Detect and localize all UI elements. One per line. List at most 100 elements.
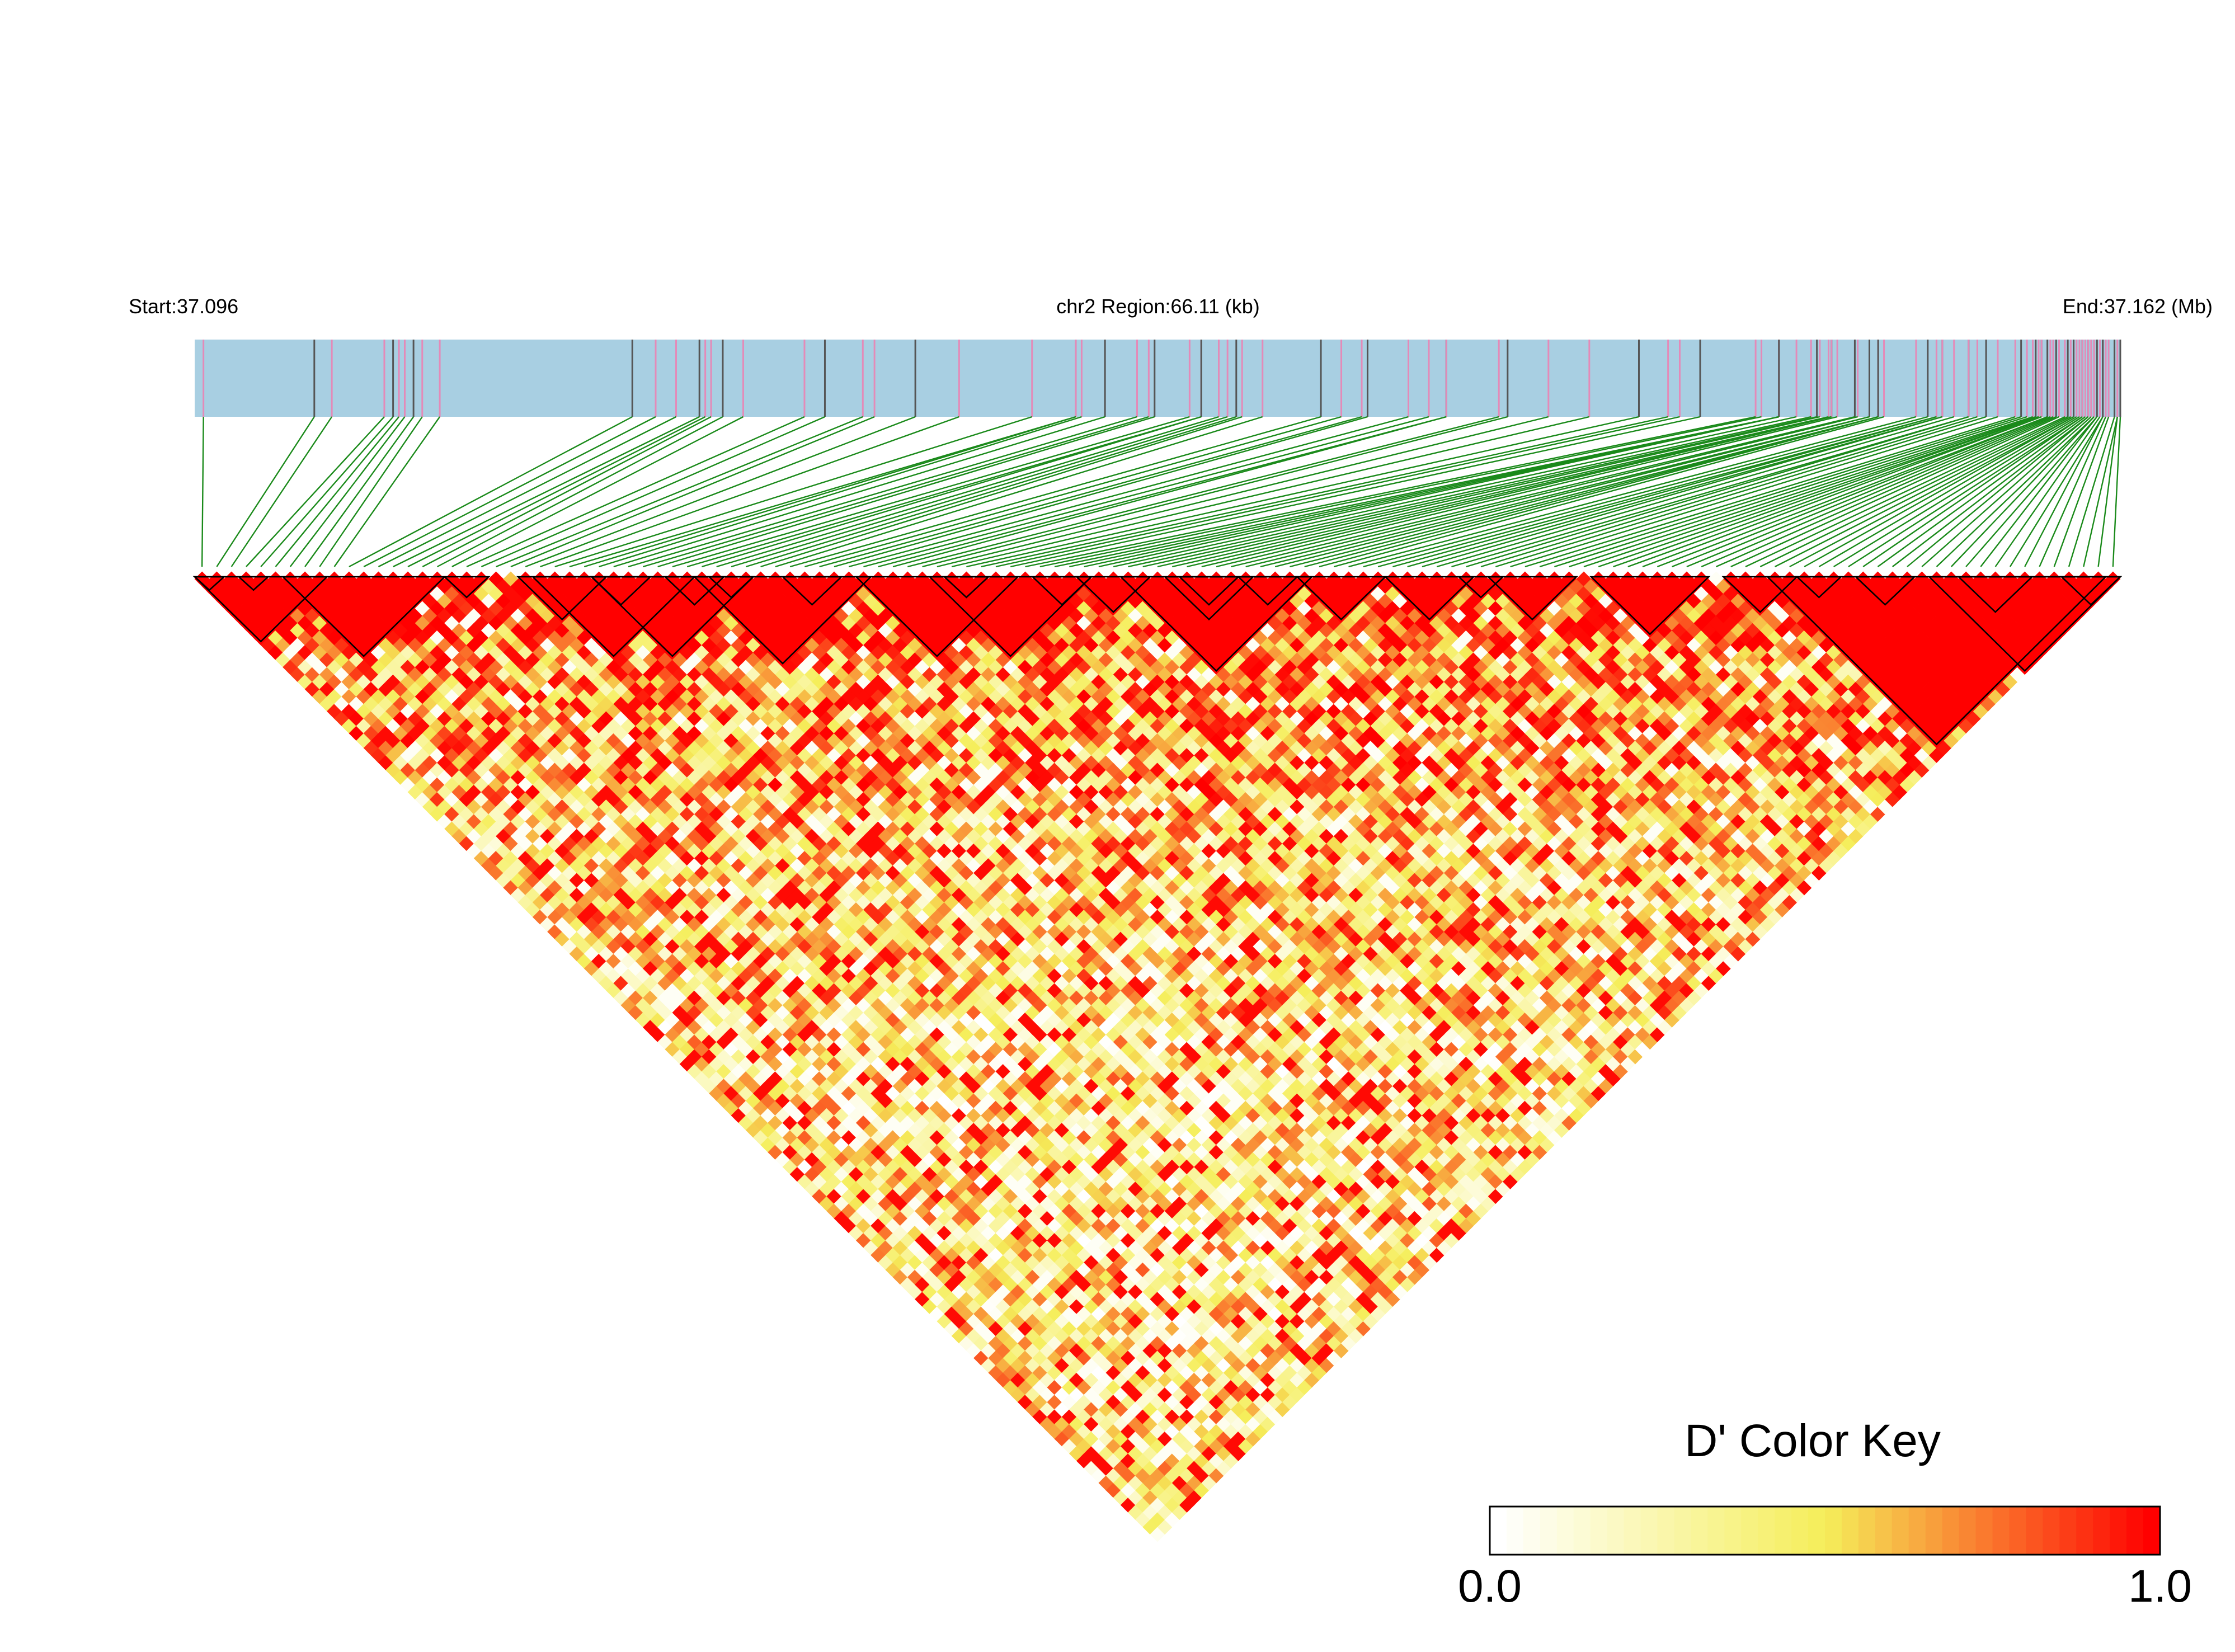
- snp-connector: [2053, 416, 2110, 567]
- snp-connector: [1480, 416, 1978, 568]
- region-label: chr2 Region:66.11 (kb): [1056, 295, 1260, 318]
- snp-connector: [981, 416, 1668, 568]
- snp-connector: [584, 416, 1076, 568]
- snp-connector: [702, 416, 1202, 568]
- snp-connector: [304, 416, 415, 567]
- snp-connector: [2083, 416, 2118, 567]
- snp-connector: [1201, 416, 1832, 568]
- snp-connector: [2009, 416, 2104, 567]
- snp-connector: [922, 416, 1508, 568]
- snp-connector: [863, 416, 1429, 568]
- snp-connector: [745, 416, 1237, 568]
- snp-connector: [1759, 416, 2068, 568]
- snp-connector: [716, 416, 1219, 568]
- snp-ticks: [203, 340, 2121, 417]
- snp-connector: [1994, 416, 2101, 567]
- snp-connector: [2024, 416, 2104, 567]
- snp-connector: [496, 416, 863, 568]
- snp-connector: [789, 416, 1321, 568]
- snp-connector: [422, 416, 712, 568]
- snp-connector: [1274, 416, 1870, 568]
- snp-connector: [1657, 416, 2048, 568]
- snp-connector: [1686, 416, 2051, 568]
- snp-connector: [1436, 416, 1955, 568]
- snp-connector: [686, 416, 1202, 568]
- snp-connector: [1833, 416, 2080, 568]
- snp-connector: [1907, 416, 2089, 567]
- snp-connector: [1216, 416, 1838, 568]
- snp-connector: [760, 416, 1243, 568]
- snp-connector: [1142, 416, 1817, 568]
- snp-connector: [1319, 416, 1879, 568]
- snp-connector: [599, 416, 1082, 568]
- snp-connector: [451, 416, 744, 568]
- snp-connector: [1495, 416, 1987, 568]
- snp-connector: [1333, 416, 1884, 568]
- snp-connector: [1877, 416, 2086, 567]
- snp-connector: [1613, 416, 2039, 568]
- snp-connector: [201, 416, 204, 567]
- snp-connector: [407, 416, 706, 568]
- snp-connector: [1422, 416, 1943, 568]
- snp-connector: [1113, 416, 1797, 568]
- snp-connector: [569, 416, 1076, 568]
- snp-connector: [378, 416, 677, 568]
- snp-connector: [657, 416, 1155, 568]
- snp-connector: [907, 416, 1499, 568]
- snp-connector: [1245, 416, 1858, 568]
- snp-connector: [951, 416, 1590, 568]
- snp-connector: [995, 416, 1680, 568]
- snp-connector: [1642, 416, 2042, 568]
- snp-connector: [1524, 416, 2016, 568]
- snp-connector: [1539, 416, 2022, 568]
- snp-connector: [466, 416, 805, 568]
- snp-connector: [1010, 416, 1701, 568]
- snp-connector: [319, 416, 423, 567]
- ld-triangle: [194, 571, 2121, 1542]
- snp-connector: [628, 416, 1137, 568]
- snp-connector: [1980, 416, 2098, 567]
- snp-connector: [1025, 416, 1756, 568]
- snp-connector: [643, 416, 1149, 568]
- snp-connector: [1950, 416, 2095, 567]
- snp-connector: [1936, 416, 2095, 567]
- snp-connector: [2097, 416, 2118, 567]
- snp-connector: [1407, 416, 1943, 568]
- snp-connector: [481, 416, 825, 568]
- snp-connector: [1172, 416, 1829, 568]
- snp-connector: [2068, 416, 2115, 567]
- snp-connector: [260, 416, 394, 567]
- snp-connector: [216, 416, 315, 567]
- snp-connector: [393, 416, 700, 568]
- snp-connector: [1039, 416, 1762, 568]
- snp-connector: [1569, 416, 2033, 568]
- snp-connector: [230, 416, 333, 567]
- snp-connector: [510, 416, 875, 568]
- snp-connector: [2039, 416, 2107, 567]
- snp-connector: [1466, 416, 1969, 568]
- snp-connector: [834, 416, 1368, 568]
- snp-connector: [672, 416, 1190, 568]
- snp-connector: [1804, 416, 2074, 568]
- snp-connector: [1128, 416, 1811, 568]
- chromosome-bar: [195, 340, 2120, 417]
- snp-connector: [1598, 416, 2039, 568]
- snp-connector: [937, 416, 1549, 568]
- snp-connector: [1921, 416, 2092, 567]
- snp-connector: [275, 416, 399, 567]
- snp-connector: [1583, 416, 2036, 568]
- snp-connector: [436, 416, 723, 568]
- snp-connector: [363, 416, 656, 568]
- snp-connector: [804, 416, 1342, 568]
- snp-connector: [1774, 416, 2071, 568]
- snp-connector: [1730, 416, 2059, 568]
- snp-connector: [1848, 416, 2083, 568]
- snp-connector: [848, 416, 1409, 568]
- snp-connector: [775, 416, 1263, 568]
- snp-connectors: [201, 416, 2121, 568]
- snp-connector: [1098, 416, 1780, 568]
- snp-connector: [1554, 416, 2027, 568]
- snp-connector: [1157, 416, 1820, 568]
- snp-connector: [1510, 416, 1998, 568]
